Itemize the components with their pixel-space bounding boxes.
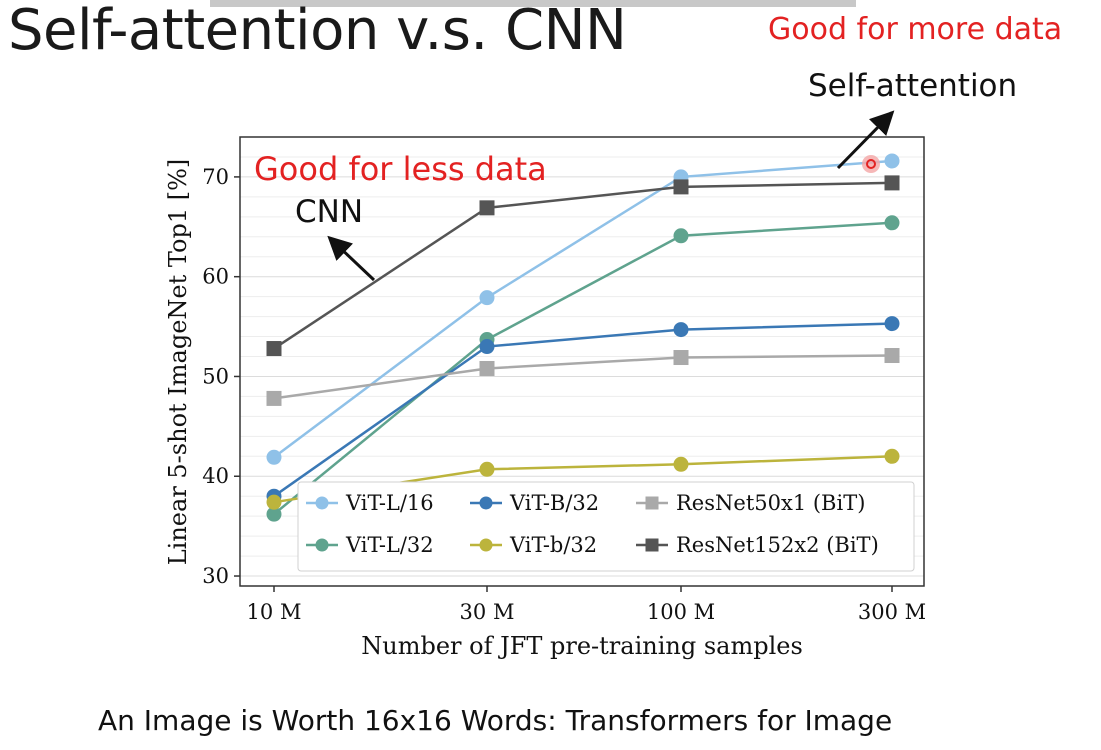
axis-ticks: 30 40 50 60 70 10 M 30 M 100 M 300 M: [202, 165, 926, 624]
y-axis-label: Linear 5-shot ImageNet Top1 [%]: [164, 159, 192, 566]
data-point: [884, 316, 900, 332]
data-point: [266, 494, 282, 510]
data-point: [673, 350, 689, 366]
legend-label: ViT-L/32: [345, 533, 434, 557]
legend-item: ViT-B/32: [470, 491, 599, 515]
legend-marker: [315, 496, 329, 510]
x-tick-label: 100 M: [647, 600, 715, 624]
cnn-arrow: [327, 235, 376, 282]
legend-item: ViT-L/32: [306, 533, 434, 557]
series-vit-l-32: [266, 215, 900, 522]
data-point: [884, 215, 900, 231]
x-axis-label: Number of JFT pre-training samples: [361, 632, 803, 660]
series-line: [273, 159, 893, 459]
data-point: [266, 506, 282, 522]
legend-box: [297, 481, 915, 572]
legend-label: ViT-B/32: [509, 491, 599, 515]
label-cnn: CNN: [295, 194, 364, 230]
data-point: [479, 200, 495, 216]
legend-label: ViT-b/32: [509, 533, 597, 557]
data-point: [884, 153, 900, 169]
series-line: [273, 322, 893, 498]
series-line: [273, 221, 893, 516]
series-resnet152x2-bit-: [266, 175, 900, 357]
legend-marker: [645, 496, 659, 510]
data-point: [673, 322, 689, 338]
legend-item: ViT-b/32: [470, 533, 597, 557]
top-scrollbar: [210, 0, 856, 7]
annotation-good-for-more-data: Good for more data: [768, 12, 1063, 47]
legend-item: ResNet152x2 (BiT): [636, 533, 879, 557]
y-tick-label: 60: [202, 265, 229, 289]
series-line: [273, 354, 893, 400]
series-layer: [266, 153, 900, 522]
data-point: [266, 449, 282, 465]
legend-marker: [315, 538, 329, 552]
data-point: [479, 360, 495, 376]
legend-marker: [479, 496, 493, 510]
data-point: [673, 179, 689, 195]
legend-label: ViT-L/16: [345, 491, 434, 515]
data-point: [479, 461, 495, 477]
series-resnet50x1-bit-: [266, 348, 900, 406]
data-point: [479, 290, 495, 306]
self-attention-arrow: [836, 110, 895, 170]
x-tick-label: 30 M: [460, 600, 515, 624]
legend-marker: [645, 538, 659, 552]
legend-item: ResNet50x1 (BiT): [636, 491, 865, 515]
data-point: [673, 228, 689, 244]
series-vit-l-16: [266, 153, 900, 465]
data-point: [479, 339, 495, 355]
data-point: [673, 456, 689, 472]
y-tick-label: 40: [202, 464, 229, 488]
data-point: [884, 348, 900, 364]
legend: ViT-L/16 ViT-L/32 ViT-B/32 ViT-b/32 ResNet50…: [297, 481, 915, 572]
label-self-attention: Self-attention: [808, 68, 1018, 104]
slide-title: Self-attention v.s. CNN: [8, 0, 627, 63]
legend-label: ResNet152x2 (BiT): [676, 533, 879, 557]
data-point: [884, 175, 900, 191]
line-chart: 30 40 50 60 70 10 M 30 M 100 M 300 M Number of J…: [164, 110, 926, 660]
y-tick-label: 50: [202, 364, 229, 388]
cursor-dot: [866, 159, 876, 169]
annotation-good-for-less-data: Good for less data: [254, 150, 547, 188]
legend-label: ResNet50x1 (BiT): [676, 491, 865, 515]
legend-item: ViT-L/16: [306, 491, 434, 515]
series-vit-b-32: [266, 316, 900, 504]
x-tick-label: 300 M: [858, 600, 926, 624]
series-line: [273, 181, 893, 350]
y-tick-label: 70: [202, 165, 229, 189]
cursor-highlight: [862, 155, 880, 173]
y-tick-label: 30: [202, 564, 229, 588]
paper-caption: An Image is Worth 16x16 Words: Transform…: [98, 704, 893, 737]
data-point: [266, 390, 282, 406]
legend-marker: [479, 538, 493, 552]
data-point: [266, 341, 282, 357]
data-point: [884, 448, 900, 464]
plot-frame: [239, 136, 925, 587]
x-tick-label: 10 M: [247, 600, 302, 624]
